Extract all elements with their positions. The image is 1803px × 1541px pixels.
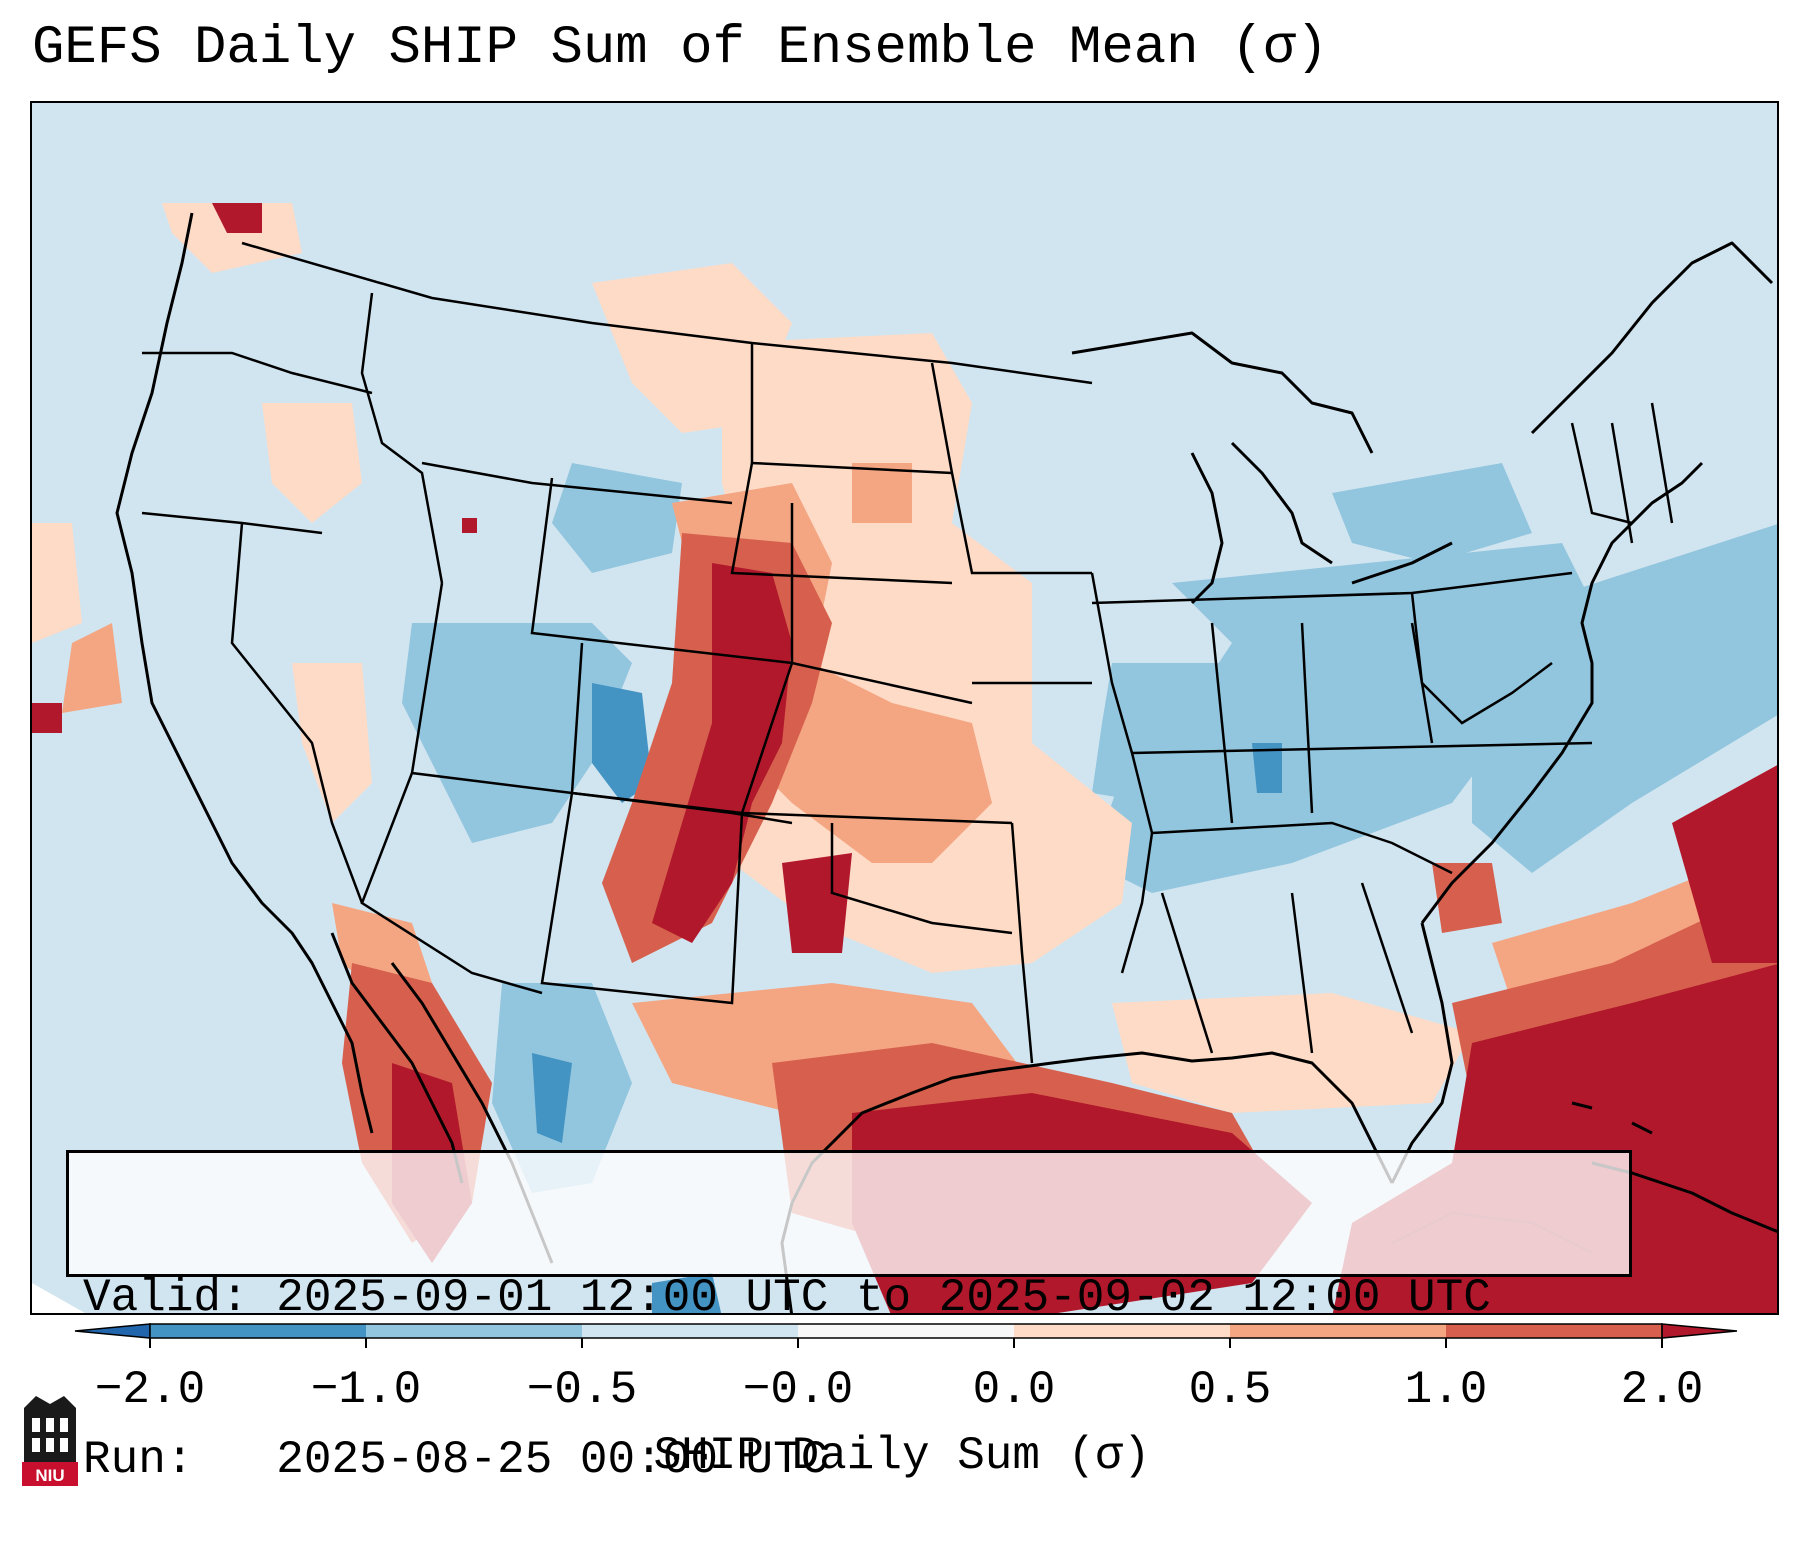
colorbar-segment [582, 1324, 798, 1338]
state-borders [141, 241, 1674, 1064]
colorbar-segment [1446, 1324, 1662, 1338]
colorbar-segment [150, 1324, 366, 1338]
valid-line: Valid: 2025-09-01 12:00 UTC to 2025-09-0… [83, 1271, 1615, 1325]
niu-logo-badge [22, 1462, 78, 1486]
niu-logo: NIU [22, 1396, 78, 1486]
valid-value: 2025-09-01 12:00 UTC to 2025-09-02 12:00… [276, 1272, 1491, 1324]
valid-label: Valid: [83, 1272, 249, 1324]
run-label: Run: [83, 1434, 194, 1486]
colorbar-ticks [149, 1338, 1663, 1348]
colorbar-segment [366, 1324, 582, 1338]
colorbar-tick-label: −0.5 [526, 1364, 638, 1416]
niu-logo-text: NIU [35, 1466, 64, 1485]
run-value: 2025-08-25 00:00 UTC [276, 1434, 829, 1486]
field-dark-blue [532, 683, 1282, 1313]
projection-edge [32, 1283, 85, 1313]
map-title: GEFS Daily SHIP Sum of Ensemble Mean (σ) [32, 18, 1329, 79]
colorbar-segment [1014, 1324, 1230, 1338]
colorbar-tick-label: −1.0 [310, 1364, 422, 1416]
colorbar-segment [798, 1324, 1014, 1338]
colorbar-outline [149, 1323, 1663, 1339]
map-panel[interactable] [30, 101, 1779, 1315]
colorbar-tick-label: 0.0 [972, 1364, 1056, 1416]
field-medium-blue [402, 463, 1777, 1193]
colorbar-tick-label: 2.0 [1620, 1364, 1704, 1416]
colorbar-tick-label: −2.0 [94, 1364, 206, 1416]
colorbar-extend-high [1661, 1323, 1738, 1339]
colorbar-extend-low [74, 1323, 151, 1339]
valid-run-infobox: Valid: 2025-09-01 12:00 UTC to 2025-09-0… [66, 1150, 1632, 1486]
colorbar-tick-label: 1.0 [1404, 1364, 1488, 1416]
run-line: Run: 2025-08-25 00:00 UTC [83, 1433, 1615, 1487]
colorbar-tick-label: 0.5 [1188, 1364, 1272, 1416]
colorbar-segments [74, 1323, 1738, 1339]
colorbar [74, 1323, 1738, 1348]
colorbar-segment [1230, 1324, 1446, 1338]
colorbar-label: SHIP Daily Sum (σ) [653, 1430, 1151, 1482]
colorbar-tick-label: −0.0 [742, 1364, 854, 1416]
anomaly-map [32, 103, 1777, 1313]
